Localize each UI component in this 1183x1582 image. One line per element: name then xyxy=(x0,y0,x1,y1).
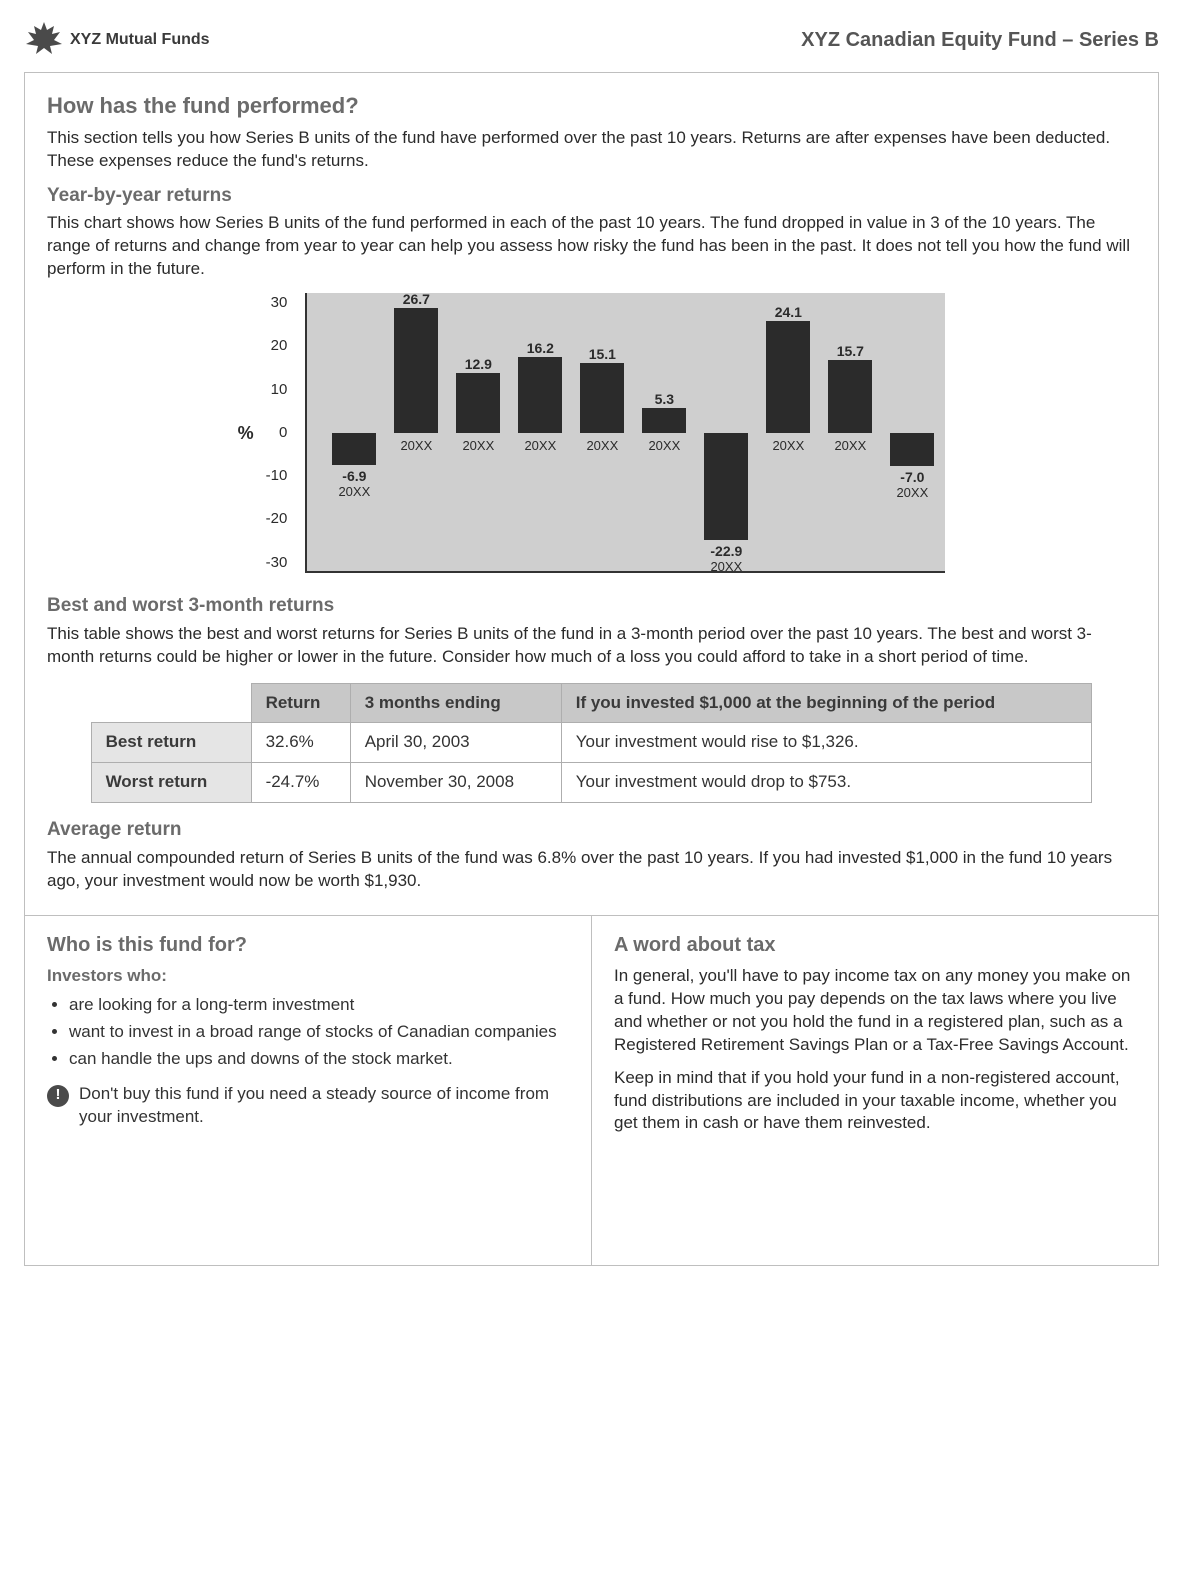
performance-title: How has the fund performed? xyxy=(47,91,1136,121)
document-header: XYZ Mutual Funds XYZ Canadian Equity Fun… xyxy=(24,20,1159,60)
list-item: are looking for a long-term investment xyxy=(69,994,569,1017)
bar-value-label: 5.3 xyxy=(642,390,686,409)
yby-text: This chart shows how Series B units of t… xyxy=(47,212,1136,281)
table-row: Best return 32.6% April 30, 2003 Your in… xyxy=(91,723,1092,763)
y-tick: 10 xyxy=(271,380,288,400)
cell-best-ending: April 30, 2003 xyxy=(350,723,561,763)
y-axis-ticks: 30 20 10 0 -10 -20 -30 xyxy=(266,293,294,573)
who-bullets: are looking for a long-term investment w… xyxy=(47,994,569,1071)
row-label-best: Best return xyxy=(91,723,251,763)
bar-category-label: 20XX xyxy=(518,437,562,455)
fund-title: XYZ Canadian Equity Fund – Series B xyxy=(801,27,1159,54)
table-header-blank xyxy=(91,683,251,723)
bar-value-label: 24.1 xyxy=(766,303,810,322)
bar-category-label: 20XX xyxy=(642,437,686,455)
average-text: The annual compounded return of Series B… xyxy=(47,847,1136,893)
y-tick: -20 xyxy=(266,509,288,529)
y-tick: 30 xyxy=(271,293,288,313)
performance-section: How has the fund performed? This section… xyxy=(25,73,1158,915)
y-axis-label: % xyxy=(238,421,254,445)
who-section: Who is this fund for? Investors who: are… xyxy=(25,916,591,1266)
table-header-return: Return xyxy=(251,683,350,723)
y-tick: 0 xyxy=(279,423,287,443)
performance-intro: This section tells you how Series B unit… xyxy=(47,127,1136,173)
table-header-ending: 3 months ending xyxy=(350,683,561,723)
bar-category-label: 20XX xyxy=(580,437,624,455)
bar-value-label: 16.2 xyxy=(518,339,562,358)
who-title: Who is this fund for? xyxy=(47,932,569,959)
bar-category-label: 20XX xyxy=(828,437,872,455)
cell-worst-outcome: Your investment would drop to $753. xyxy=(561,763,1092,803)
row-label-worst: Worst return xyxy=(91,763,251,803)
bar-category-label: 20XX xyxy=(704,558,748,576)
bar-category-label: 20XX xyxy=(456,437,500,455)
table-row: Worst return -24.7% November 30, 2008 Yo… xyxy=(91,763,1092,803)
brand-name: XYZ Mutual Funds xyxy=(70,29,210,51)
who-lead: Investors who: xyxy=(47,965,569,988)
tax-title: A word about tax xyxy=(614,932,1136,959)
table-header-outcome: If you invested $1,000 at the beginning … xyxy=(561,683,1092,723)
y-tick: -10 xyxy=(266,466,288,486)
bar-value-label: 26.7 xyxy=(394,290,438,309)
returns-table: Return 3 months ending If you invested $… xyxy=(91,683,1093,804)
returns-table-intro: This table shows the best and worst retu… xyxy=(47,623,1136,669)
cell-worst-ending: November 30, 2008 xyxy=(350,763,561,803)
bottom-columns: Who is this fund for? Investors who: are… xyxy=(25,915,1158,1266)
maple-leaf-icon xyxy=(24,20,64,60)
warning-row: ! Don't buy this fund if you need a stea… xyxy=(47,1083,569,1129)
brand: XYZ Mutual Funds xyxy=(24,20,210,60)
chart-plot-area: -6.920XX26.720XX12.920XX16.220XX15.120XX… xyxy=(305,293,945,573)
cell-best-outcome: Your investment would rise to $1,326. xyxy=(561,723,1092,763)
yby-chart: % 3020100-10-20-30 -6.920XX26.720XX12.92… xyxy=(47,293,1136,573)
warning-text: Don't buy this fund if you need a steady… xyxy=(79,1083,569,1129)
main-panel: How has the fund performed? This section… xyxy=(24,72,1159,1266)
warning-icon: ! xyxy=(47,1085,69,1107)
list-item: can handle the ups and downs of the stoc… xyxy=(69,1048,569,1071)
cell-best-return: 32.6% xyxy=(251,723,350,763)
bar-category-label: 20XX xyxy=(766,437,810,455)
average-title: Average return xyxy=(47,817,1136,843)
list-item: want to invest in a broad range of stock… xyxy=(69,1021,569,1044)
returns-table-title: Best and worst 3-month returns xyxy=(47,593,1136,619)
tax-p2: Keep in mind that if you hold your fund … xyxy=(614,1067,1136,1136)
tax-p1: In general, you'll have to pay income ta… xyxy=(614,965,1136,1057)
y-tick: 20 xyxy=(271,336,288,356)
bar-value-label: 15.1 xyxy=(580,345,624,364)
bar-value-label: 15.7 xyxy=(828,342,872,361)
bar-category-label: 20XX xyxy=(890,484,934,502)
cell-worst-return: -24.7% xyxy=(251,763,350,803)
bar-category-label: 20XX xyxy=(332,483,376,501)
y-tick: -30 xyxy=(266,553,288,573)
bar-category-label: 20XX xyxy=(394,437,438,455)
bar-value-label: 12.9 xyxy=(456,355,500,374)
tax-section: A word about tax In general, you'll have… xyxy=(591,916,1158,1266)
yby-title: Year-by-year returns xyxy=(47,183,1136,209)
